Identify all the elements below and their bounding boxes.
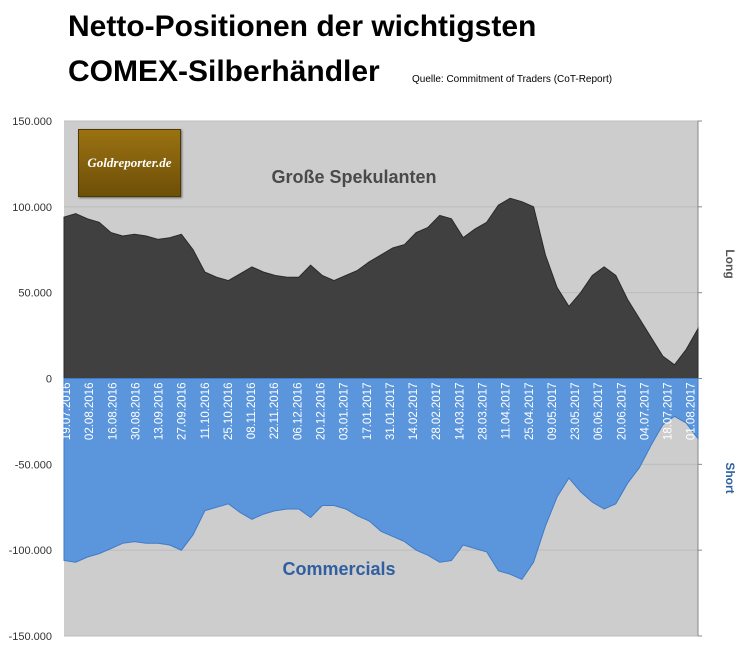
x-tick-label: 11.10.2016 [200,383,212,440]
x-tick-label: 02.08.2016 [84,383,96,441]
x-tick-label: 06.06.2017 [593,383,605,441]
series-label-commercials: Commercials [282,559,395,579]
x-tick-label: 04.07.2017 [640,383,652,441]
x-tick-label: 31.01.2017 [385,383,397,441]
x-tick-label: 18.07.2017 [663,383,675,441]
x-tick-label: 01.08.2017 [686,383,698,441]
x-tick-label: 25.10.2016 [223,383,235,441]
right-label-short: Short [723,462,737,493]
x-tick-label: 23.05.2017 [570,383,582,441]
x-tick-label: 28.03.2017 [478,383,490,441]
y-axis-ticks: 150.000 100.000 50.000 0 -50.000 -100.000 -150… [9,116,52,643]
y-tick-label: -100.000 [9,545,52,557]
chart-title-line-2: COMEX-Silberhändler [68,55,380,88]
x-tick-label: 20.06.2017 [616,383,628,441]
x-tick-label: 20.12.2016 [316,383,328,441]
y-tick-label: 100.000 [12,202,52,214]
goldreporter-logo: Goldreporter.de [78,129,181,197]
x-tick-label: 30.08.2016 [130,383,142,441]
x-tick-label: 08.11.2016 [246,383,258,440]
commercials-area [63,378,699,581]
y-tick-label: 50.000 [18,288,52,300]
speculators-area [63,197,699,379]
x-tick-label: 03.01.2017 [339,383,351,441]
x-tick-label: 14.02.2017 [408,383,420,441]
x-tick-label: 06.12.2016 [292,383,304,441]
x-tick-label: 28.02.2017 [431,383,443,441]
y-tick-label: -150.000 [9,631,52,643]
x-tick-label: 14.03.2017 [454,383,466,441]
x-tick-label: 11.04.2017 [501,383,513,440]
chart-title-line-1: Netto-Positionen der wichtigsten [68,10,537,43]
x-tick-label: 22.11.2016 [269,383,281,440]
x-tick-label: 27.09.2016 [177,383,189,441]
x-tick-label: 25.04.2017 [524,383,536,441]
x-axis-ticks: 19.07.2016 02.08.2016 16.08.2016 30.08.2016… [61,383,698,441]
y-tick-label: 0 [46,374,52,386]
y-tick-label: 150.000 [12,116,52,128]
source-note: Quelle: Commitment of Traders (CoT-Repor… [412,74,613,85]
right-label-long: Long [723,249,737,278]
x-tick-label: 16.08.2016 [107,383,119,441]
x-tick-label: 17.01.2017 [362,383,374,441]
series-label-speculators: Große Spekulanten [271,167,436,187]
y-tick-label: -50.000 [15,459,52,471]
x-tick-label: 19.07.2016 [61,383,73,441]
x-tick-label: 13.09.2016 [154,383,166,441]
x-tick-label: 09.05.2017 [547,383,559,441]
